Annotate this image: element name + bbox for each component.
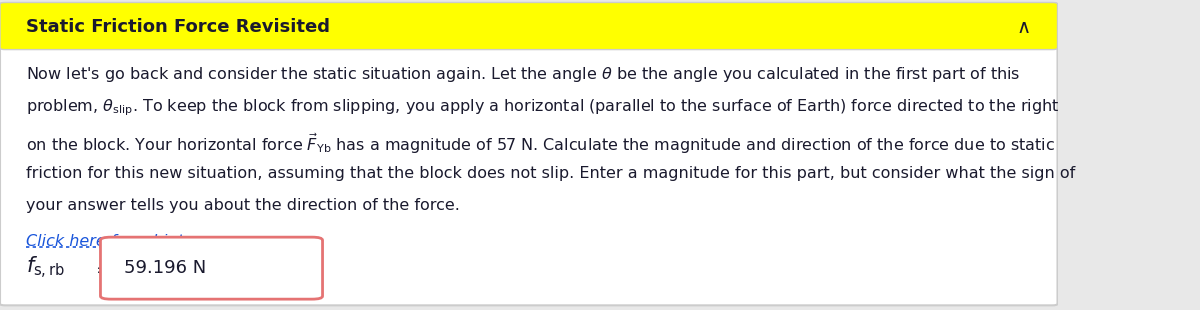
Text: on the block. Your horizontal force $\vec{F}_{\mathrm{Yb}}$ has a magnitude of 5: on the block. Your horizontal force $\ve… [26,132,1056,156]
FancyBboxPatch shape [0,3,1057,305]
Text: Static Friction Force Revisited: Static Friction Force Revisited [26,18,330,36]
Text: ∧: ∧ [1016,18,1031,37]
Text: $=$: $=$ [92,259,112,278]
Text: friction for this new situation, assuming that the block does not slip. Enter a : friction for this new situation, assumin… [26,166,1075,181]
FancyBboxPatch shape [101,237,323,299]
Text: Now let's go back and consider the static situation again. Let the angle $\theta: Now let's go back and consider the stati… [26,65,1021,84]
Text: $f_{\mathrm{s,rb}}$: $f_{\mathrm{s,rb}}$ [26,255,66,281]
FancyBboxPatch shape [0,2,1057,50]
Text: problem, $\theta_{\mathrm{slip}}$. To keep the block from slipping, you apply a : problem, $\theta_{\mathrm{slip}}$. To ke… [26,98,1060,118]
Text: 59.196 N: 59.196 N [124,259,206,277]
Text: Click here for a hint: Click here for a hint [26,234,185,249]
Text: your answer tells you about the direction of the force.: your answer tells you about the directio… [26,198,461,213]
